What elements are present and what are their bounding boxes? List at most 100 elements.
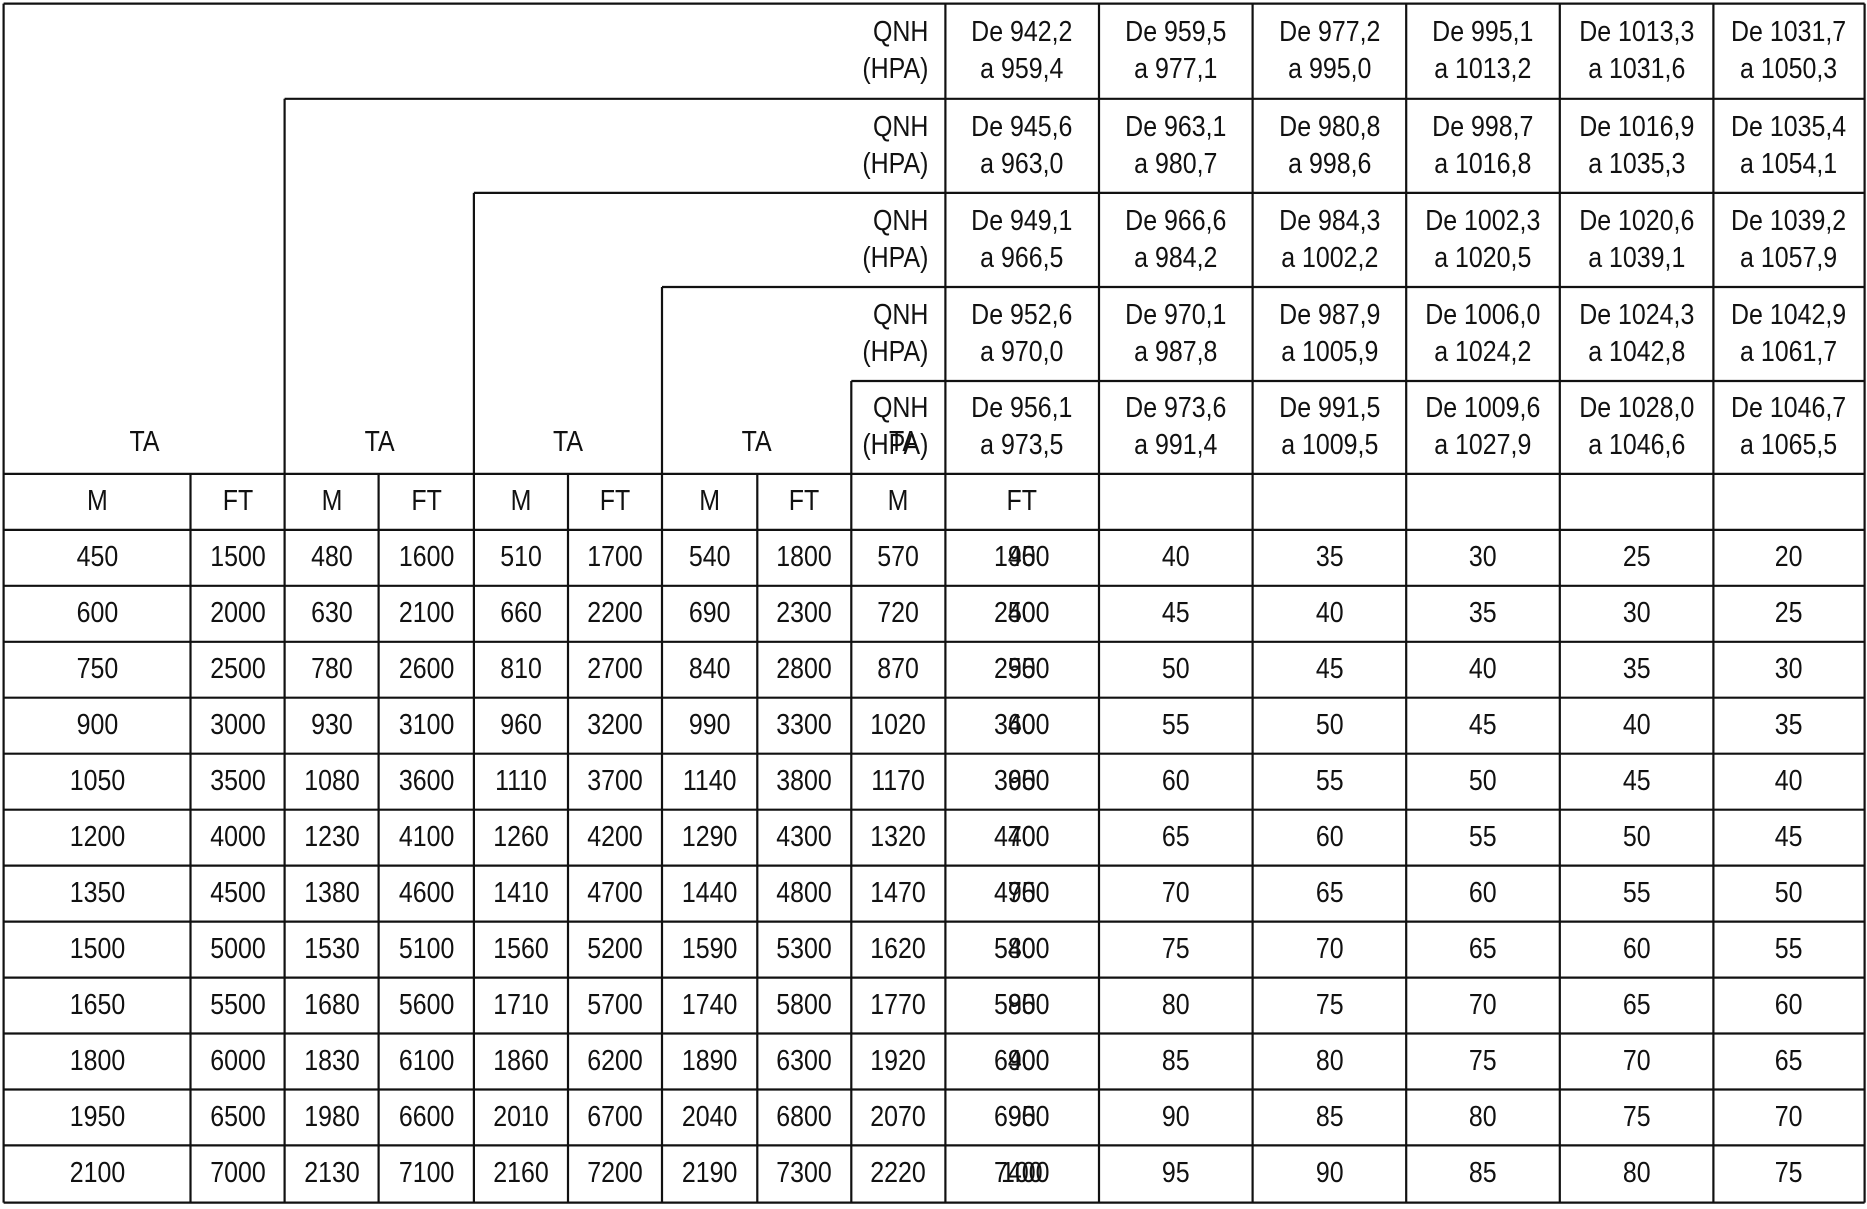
transition-level-cell: 30 — [1622, 597, 1651, 630]
qnh-range-cell: De 1016,9 a 1035,3 — [1571, 99, 1703, 193]
qnh-range-cell: De 959,5 a 977,1 — [1110, 4, 1242, 99]
qnh-range-from: De 952,6 — [971, 299, 1073, 331]
transition-level-cell: 65 — [1622, 989, 1651, 1022]
col-header-m: M — [699, 485, 721, 518]
transition-level-cell: 60 — [1008, 709, 1037, 742]
altitude-ft-cell: 2500 — [209, 653, 266, 686]
altitude-ft-cell: 3700 — [587, 765, 643, 798]
col-header-ft: FT — [789, 485, 820, 518]
transition-level-cell: 60 — [1775, 989, 1803, 1022]
ta-label-text: TA — [741, 426, 772, 459]
altitude-m-cell: 990 — [688, 709, 731, 742]
qnh-range-from: De 963,1 — [1125, 110, 1227, 143]
ta-label-text: TA — [129, 426, 160, 459]
qnh-range-from: De 1002,3 — [1425, 204, 1541, 237]
qnh-label-line2: (HPA) — [862, 147, 929, 180]
altitude-m-cell: 1170 — [871, 765, 926, 798]
qnh-range-from: De 1013,3 — [1579, 16, 1695, 49]
altitude-m-cell: 2190 — [681, 1157, 738, 1190]
qnh-range-from: De 959,5 — [1125, 16, 1227, 49]
altitude-ft-cell: 2900 — [994, 653, 1050, 686]
altitude-m-cell: 1950 — [69, 1100, 125, 1133]
qnh-range-from: De 1006,0 — [1425, 299, 1541, 331]
altitude-ft-cell: 5600 — [398, 989, 454, 1022]
transition-level-cell: 75 — [1622, 1100, 1651, 1133]
qnh-range-from: De 1009,6 — [1425, 392, 1541, 425]
qnh-range-from: De 1039,2 — [1731, 204, 1847, 237]
qnh-range-to: a 1024,2 — [1434, 336, 1532, 368]
transition-level-cell: 55 — [1315, 765, 1344, 798]
altitude-ft-cell: 4700 — [587, 877, 643, 910]
altitude-m-cell: 1860 — [493, 1045, 549, 1077]
altitude-m-cell: 1740 — [681, 989, 738, 1022]
altitude-m-cell: 1710 — [493, 989, 549, 1022]
qnh-range-cell: De 970,1 a 987,8 — [1110, 287, 1242, 381]
transition-level-cell: 45 — [1775, 821, 1803, 854]
altitude-ft-cell: 6200 — [587, 1045, 643, 1077]
qnh-range-cell: De 956,1 a 973,5 — [956, 381, 1088, 474]
qnh-range-to: a 1031,6 — [1588, 53, 1686, 86]
col-header-m: M — [887, 485, 909, 518]
altitude-ft-cell: 5900 — [994, 989, 1050, 1022]
altitude-ft-cell: 6800 — [776, 1100, 833, 1133]
transition-level-cell: 75 — [1775, 1157, 1803, 1190]
transition-level-cell: 75 — [1469, 1045, 1497, 1077]
ta-label-text: TA — [364, 426, 395, 459]
qnh-range-from: De 956,1 — [971, 392, 1073, 425]
qnh-range-cell: De 1046,7 a 1065,5 — [1724, 381, 1854, 474]
qnh-label: QNH (HPA) — [862, 287, 929, 381]
transition-level-cell: 45 — [1469, 709, 1497, 742]
altitude-ft-cell: 3600 — [398, 765, 454, 798]
qnh-range-to: a 1020,5 — [1434, 241, 1532, 274]
altitude-m-cell: 1440 — [681, 877, 738, 910]
altitude-m-cell: 2160 — [493, 1157, 549, 1190]
transition-level-cell: 65 — [1008, 765, 1037, 798]
altitude-ft-cell: 3800 — [776, 765, 833, 798]
altitude-ft-cell: 1600 — [398, 541, 454, 574]
altitude-m-cell: 870 — [877, 653, 920, 686]
transition-level-cell: 85 — [1469, 1157, 1497, 1190]
col-header-m: M — [321, 485, 342, 518]
transition-level-cell: 90 — [1008, 1045, 1037, 1077]
qnh-range-cell: De 1002,3 a 1020,5 — [1417, 193, 1549, 287]
qnh-range-to: a 1002,2 — [1280, 241, 1378, 274]
altitude-ft-cell: 2300 — [776, 597, 833, 630]
col-header-ft: FT — [599, 485, 631, 518]
altitude-ft-cell: 6100 — [398, 1045, 454, 1077]
transition-level-cell: 60 — [1622, 933, 1651, 966]
altitude-ft-cell: 6000 — [209, 1045, 266, 1077]
altitude-ft-cell: 4300 — [776, 821, 833, 854]
qnh-range-from: De 1031,7 — [1731, 16, 1847, 49]
qnh-range-to: a 987,8 — [1134, 336, 1218, 368]
transition-level-cell: 70 — [1469, 989, 1497, 1022]
qnh-range-to: a 1054,1 — [1740, 147, 1838, 180]
transition-level-cell: 55 — [1622, 877, 1651, 910]
qnh-range-cell: De 984,3 a 1002,2 — [1263, 193, 1395, 287]
qnh-range-from: De 1020,6 — [1579, 204, 1695, 237]
transition-level-cell: 80 — [1315, 1045, 1344, 1077]
col-header-m: M — [510, 485, 532, 518]
altitude-m-cell: 1980 — [303, 1100, 360, 1133]
transition-level-cell: 55 — [1775, 933, 1803, 966]
altitude-ft-cell: 1900 — [994, 541, 1050, 574]
altitude-m-cell: 2220 — [870, 1157, 927, 1190]
qnh-range-from: De 984,3 — [1278, 204, 1380, 237]
altitude-m-cell: 1020 — [870, 709, 927, 742]
altitude-ft-cell: 5000 — [209, 933, 266, 966]
transition-level-cell: 65 — [1469, 933, 1497, 966]
altitude-ft-cell: 5500 — [209, 989, 266, 1022]
transition-level-cell: 35 — [1315, 541, 1344, 574]
altitude-m-cell: 630 — [310, 597, 353, 630]
qnh-range-from: De 980,8 — [1278, 110, 1380, 143]
qnh-range-to: a 1035,3 — [1588, 147, 1686, 180]
qnh-range-cell: De 1024,3 a 1042,8 — [1571, 287, 1703, 381]
transition-level-cell: 70 — [1315, 933, 1344, 966]
col-header-ft: FT — [410, 485, 442, 518]
qnh-label: QNH (HPA) — [862, 99, 929, 193]
altitude-m-cell: 1200 — [69, 821, 125, 854]
qnh-range-to: a 970,0 — [980, 336, 1064, 368]
qnh-range-from: De 995,1 — [1432, 16, 1534, 49]
qnh-range-to: a 1009,5 — [1280, 429, 1378, 462]
